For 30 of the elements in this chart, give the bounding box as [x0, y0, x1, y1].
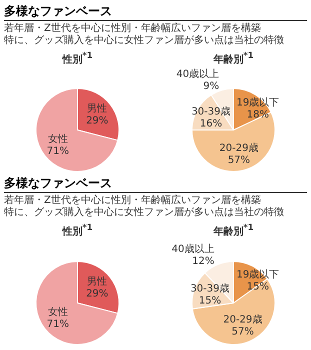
data-label: 71% — [46, 318, 69, 330]
data-label: 71% — [46, 146, 69, 158]
text: 多様なファンベース — [4, 176, 307, 194]
text: 若年層・Z世代を中心に性別・年齢幅広いファン層を構築 — [4, 23, 262, 34]
chart-title: 年齢別$^{*1}$ — [213, 221, 254, 239]
chart-title: 年齢別$^{*1}$ — [213, 49, 254, 66]
slice-label: 20-29歳 — [223, 313, 262, 326]
slice-label: 男性 — [87, 274, 108, 287]
text: 多様なファンベース — [4, 4, 307, 21]
slice-label: 男性 — [87, 102, 108, 115]
data-label: 29% — [86, 116, 108, 127]
data-label: 57% — [228, 155, 250, 166]
text: 若年層・Z世代を中心に性別・年齢幅広いファン層を構築 — [4, 195, 262, 206]
chart-title: 性別$^{*1}$ — [62, 49, 93, 66]
data-label: 16% — [200, 118, 222, 130]
text: 特に、グッズ購入を中心に女性ファン層が多い点は当社の特徴 — [4, 35, 285, 47]
slice-label: 女性 — [48, 306, 68, 318]
chart-title: 性別$^{*1}$ — [62, 221, 93, 239]
data-label: 29% — [86, 288, 108, 299]
data-label: 15% — [198, 295, 222, 306]
data-label: 9% — [203, 81, 220, 92]
slice-label: 20-29歳 — [219, 142, 258, 154]
data-label: 12% — [192, 255, 214, 266]
slice-label: 40歳以上 — [176, 68, 220, 80]
slice-label: 30-39歳 — [191, 106, 230, 118]
slice-label: 30-39歳 — [190, 282, 230, 294]
text: 特に、グッズ購入を中心に女性ファン層が多い点は当社の特徴 — [4, 207, 285, 220]
data-label: 57% — [232, 326, 254, 338]
slice-label: 女性 — [48, 133, 68, 146]
slice-label: 40歳以上 — [172, 242, 214, 254]
